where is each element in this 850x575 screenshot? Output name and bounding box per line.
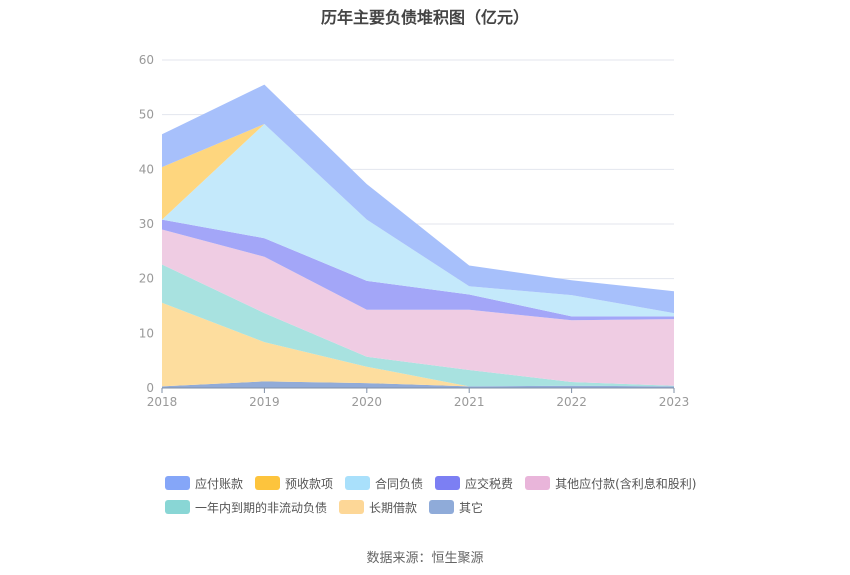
x-tick-label: 2019 <box>249 395 280 409</box>
area-series-5 <box>162 124 674 317</box>
x-tick-label: 2020 <box>352 395 383 409</box>
axes: 0 10 20 30 40 50 60 2018 2019 2020 2021 2022 2023 <box>139 53 690 409</box>
legend-swatch <box>165 476 190 490</box>
legend: 应付账款 预收款项 合同负债 应交税费 其他应付款(含利息和股利) 一年内到期的非流动负… <box>165 473 725 521</box>
legend-label: 长期借款 <box>369 500 418 515</box>
legend-swatch <box>255 476 281 490</box>
legend-swatch <box>429 500 455 514</box>
legend-label: 合同负债 <box>375 476 424 491</box>
area-series-0 <box>162 381 674 388</box>
x-tick-label: 2023 <box>659 395 690 409</box>
y-tick-label: 50 <box>139 108 154 122</box>
legend-label: 应付账款 <box>195 476 244 491</box>
legend-swatch <box>525 476 551 490</box>
area-series-3 <box>162 229 674 386</box>
y-tick-label: 40 <box>139 162 154 176</box>
y-tick-label: 0 <box>146 381 154 395</box>
x-tick-label: 2018 <box>147 395 178 409</box>
legend-item[interactable]: 其它 <box>429 499 483 516</box>
legend-label: 一年内到期的非流动负债 <box>195 500 328 515</box>
legend-swatch <box>435 476 461 490</box>
y-tick-label: 20 <box>139 272 154 286</box>
legend-swatch <box>339 500 365 514</box>
legend-label: 其他应付款(含利息和股利) <box>555 476 697 491</box>
legend-item[interactable]: 一年内到期的非流动负债 <box>165 499 327 516</box>
area-series <box>162 84 674 388</box>
y-tick-label: 10 <box>139 326 154 340</box>
legend-item[interactable]: 合同负债 <box>345 475 423 492</box>
y-tick-label: 60 <box>139 53 154 67</box>
x-tick-label: 2021 <box>454 395 485 409</box>
legend-label: 其它 <box>459 500 484 515</box>
chart-title: 历年主要负债堆积图（亿元） <box>320 8 529 27</box>
legend-label: 预收款项 <box>285 476 334 491</box>
area-series-4 <box>162 219 674 321</box>
legend-item[interactable]: 长期借款 <box>339 499 417 516</box>
legend-item[interactable]: 应交税费 <box>435 475 513 492</box>
x-tick-label: 2022 <box>556 395 587 409</box>
legend-row: 一年内到期的非流动负债 长期借款 其它 <box>165 497 725 517</box>
y-tick-label: 30 <box>139 217 154 231</box>
legend-item[interactable]: 应付账款 <box>165 475 243 492</box>
legend-swatch <box>165 500 190 514</box>
legend-item[interactable]: 其他应付款(含利息和股利) <box>525 475 696 492</box>
legend-item[interactable]: 预收款项 <box>255 475 333 492</box>
area-series-7 <box>162 84 674 314</box>
area-series-2 <box>162 264 674 387</box>
legend-row: 应付账款 预收款项 合同负债 应交税费 其他应付款(含利息和股利) <box>165 473 725 493</box>
area-series-1 <box>162 302 674 387</box>
legend-swatch <box>345 476 371 490</box>
data-source-note: 数据来源：恒生聚源 <box>366 551 484 566</box>
legend-label: 应交税费 <box>465 476 514 491</box>
